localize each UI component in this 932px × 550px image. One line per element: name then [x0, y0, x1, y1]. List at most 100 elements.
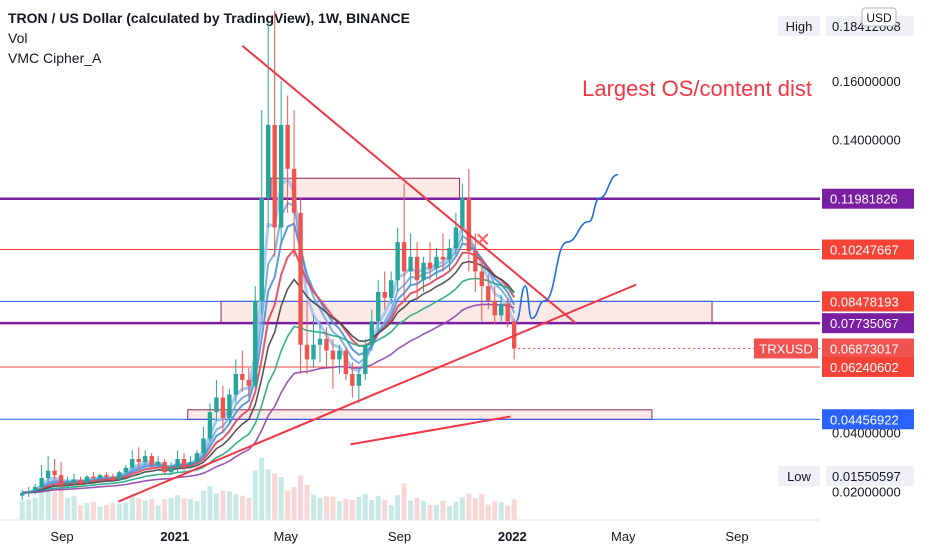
volume-bar [181, 498, 187, 520]
volume-bar [304, 485, 310, 520]
trendline [118, 283, 637, 503]
volume-bar [440, 500, 446, 520]
volume-bar [330, 496, 336, 520]
level-price-chip [822, 239, 914, 260]
candle-body [304, 344, 310, 360]
volume-bar [32, 497, 38, 520]
candle-body [39, 478, 44, 487]
volume-bar [369, 500, 375, 520]
volume-bar [317, 498, 323, 520]
y-tick-label: 0.02000000 [832, 484, 901, 499]
level-price-chip [822, 188, 914, 209]
volume-bar [123, 502, 129, 520]
level-price-chip [822, 409, 914, 430]
currency-button[interactable] [861, 7, 897, 27]
candle-body [363, 344, 368, 375]
moving-average-line [22, 303, 515, 494]
candle-body [117, 472, 122, 480]
candle-body [324, 338, 329, 351]
candle-body [32, 486, 38, 492]
volume-bar [278, 477, 284, 520]
y-tick-label: 0.04000000 [832, 426, 901, 441]
volume-bar [285, 490, 291, 520]
candle-body [207, 412, 213, 439]
level-price-chip [822, 356, 914, 377]
candle-body [162, 461, 167, 473]
low-name: Low [787, 469, 811, 484]
candle-body [91, 476, 96, 479]
resistance-zone-box [270, 177, 461, 200]
volume-bar [233, 494, 239, 520]
candle-body [350, 374, 355, 386]
candle-body [376, 291, 381, 322]
candle-body [136, 459, 141, 462]
annotation-text: Largest OS/content dist [582, 76, 812, 101]
volume-bar [65, 498, 71, 520]
x-tick-label: May [611, 529, 636, 544]
trendline-lower [350, 415, 511, 446]
level-price-value: 0.07735067 [830, 316, 899, 331]
candle-body [447, 248, 452, 260]
candle-body [440, 256, 446, 260]
volume-bar [414, 498, 420, 520]
volume-indicator-label[interactable]: Vol [8, 30, 28, 46]
candle-body [311, 344, 316, 360]
volume-bar [382, 499, 388, 520]
trendline [241, 44, 576, 324]
candle-body [52, 470, 57, 476]
vmc-cipher-indicator-label[interactable]: VMC Cipher_A [8, 50, 102, 66]
volume-bar [272, 473, 278, 520]
volume-bar [175, 495, 181, 520]
volume-bar [71, 496, 77, 520]
last-price-value: 0.06873017 [830, 341, 899, 356]
volume-bar [136, 498, 142, 520]
moving-average-line [22, 277, 515, 494]
candle-body [26, 491, 31, 493]
x-tick-label: Sep [50, 529, 73, 544]
candle-body [466, 198, 472, 251]
level-price-value: 0.10247667 [830, 243, 899, 258]
candle-body [181, 459, 187, 465]
candle-body [65, 482, 70, 484]
moving-average-line [22, 222, 516, 494]
volume-bar [356, 497, 362, 520]
x-tick-label: Sep [388, 529, 411, 544]
candle-body [220, 397, 226, 418]
candle-body [499, 303, 504, 316]
volume-bar [39, 486, 45, 520]
volume-bar [511, 499, 517, 520]
volume-bar [323, 496, 329, 520]
candle-body [401, 242, 407, 272]
x-tick-label: Sep [725, 529, 748, 544]
volume-bar [26, 499, 32, 520]
volume-bar [103, 505, 109, 520]
candle-body [291, 168, 297, 213]
candle-body [20, 492, 25, 496]
volume-bar [472, 498, 478, 520]
volume-bar [446, 506, 452, 520]
volume-bar [388, 505, 394, 520]
candle-body [278, 124, 284, 228]
currency-button-label[interactable]: USD [866, 11, 892, 25]
volume-bar [298, 475, 304, 520]
price-axis-panel [820, 0, 932, 550]
candle-body [265, 124, 271, 199]
volume-bar [311, 494, 317, 520]
volume-bar [168, 498, 174, 520]
cross-marker [477, 233, 489, 245]
candle-body [317, 338, 323, 345]
volume-bar [19, 500, 25, 520]
candle-body [58, 475, 64, 484]
candle-body [337, 350, 342, 360]
volume-bar [375, 495, 381, 520]
volume-bar [162, 499, 168, 520]
volume-bar [505, 505, 511, 520]
candle-body [298, 212, 303, 345]
volume-bar [90, 501, 96, 520]
low-value-chip [826, 466, 914, 486]
candle-body [388, 280, 394, 298]
volume-bar [45, 486, 51, 520]
volume-bar [498, 502, 504, 520]
volume-bar [427, 504, 433, 520]
